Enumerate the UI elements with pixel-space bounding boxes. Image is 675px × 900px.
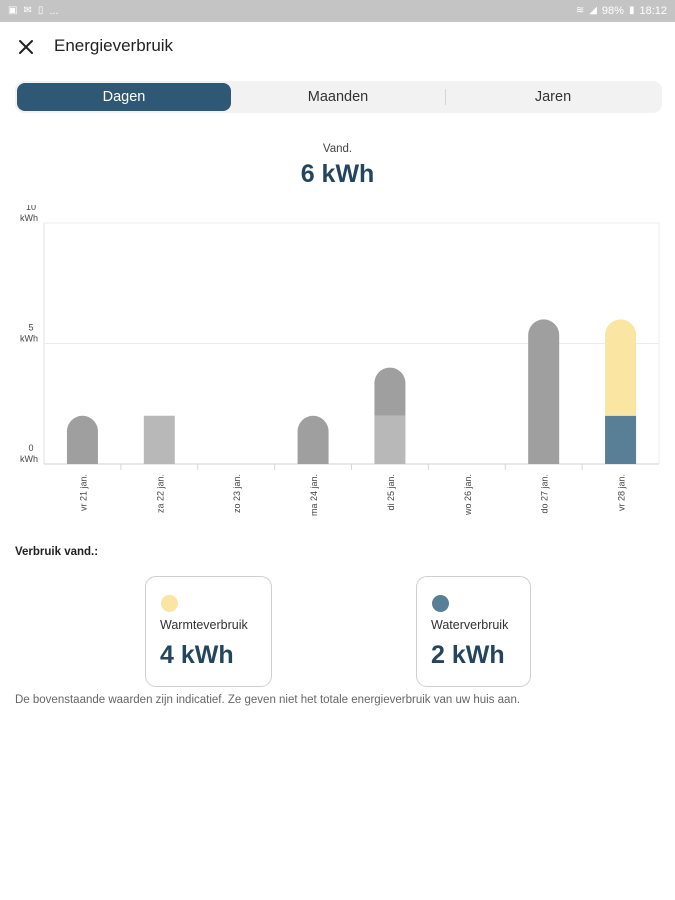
summary-label: Vand. (322, 143, 353, 155)
x-tick-label: di 25 jan. (386, 474, 396, 511)
warmth-usage-value: 4 kWh (160, 641, 234, 669)
bar-segment-base (143, 415, 175, 464)
bar-segment-top (374, 367, 406, 416)
period-tabs: Dagen Maanden Jaren (15, 81, 662, 113)
signal-icon: ◢ (589, 5, 597, 16)
clock: 18:12 (639, 4, 667, 17)
clipboard-icon: ▯ (37, 5, 44, 16)
x-tick-label: vr 21 jan. (78, 474, 88, 511)
y-tick-unit: kWh (20, 334, 38, 344)
battery-icon: ▮ (628, 5, 635, 16)
close-icon (19, 40, 33, 54)
water-usage-label: Waterverbruik (431, 618, 509, 632)
x-tick-label: do 27 jan. (540, 474, 550, 514)
status-bar: ▣ ✉ ▯ ... ≋ ◢ 98% ▮ 18:12 (0, 0, 675, 22)
wifi-icon: ≋ (575, 5, 585, 16)
warmth-usage-card: Warmteverbruik 4 kWh (145, 576, 272, 687)
x-tick-label: vr 28 jan. (617, 474, 627, 511)
warmth-usage-label: Warmteverbruik (160, 618, 248, 632)
app-bar: Energieverbruik (0, 22, 675, 72)
y-tick-unit: kWh (20, 213, 38, 223)
y-tick-label: 0 (28, 443, 33, 453)
water-legend-dot (432, 595, 449, 612)
notification-icon: ▣ (8, 5, 18, 16)
tab-dagen[interactable]: Dagen (17, 83, 231, 111)
battery-percentage: 98% (601, 4, 624, 17)
disclaimer-text: De bovenstaande waarden zijn indicatief.… (15, 694, 521, 706)
y-tick-label: 5 (28, 323, 33, 333)
bar-segment-top (605, 319, 637, 416)
bar-segment-base (374, 415, 406, 464)
water-usage-value: 2 kWh (431, 641, 505, 669)
bar-segment-base (605, 415, 637, 464)
x-tick-label: zo 23 jan. (232, 474, 242, 513)
tab-jaren[interactable]: Jaren (534, 89, 572, 105)
x-tick-label: ma 24 jan. (309, 474, 319, 516)
x-tick-label: za 22 jan. (155, 474, 165, 513)
breakdown-title: Verbruik vand.: (15, 546, 99, 558)
water-usage-card: Waterverbruik 2 kWh (416, 576, 531, 687)
warmth-legend-dot (161, 595, 178, 612)
x-tick-label: wo 26 jan. (463, 474, 473, 516)
bar-segment-top (528, 319, 560, 464)
close-button[interactable] (14, 35, 38, 59)
y-tick-unit: kWh (20, 454, 38, 464)
mail-icon: ✉ (23, 5, 32, 16)
bar-segment-base (297, 415, 329, 464)
status-more: ... (49, 4, 59, 17)
bar-segment-base (66, 415, 98, 464)
tab-maanden[interactable]: Maanden (307, 89, 369, 105)
tab-divider (445, 89, 446, 105)
page-title: Energieverbruik (54, 36, 174, 55)
summary-value: 6 kWh (300, 160, 375, 188)
y-tick-label: 10 (26, 205, 36, 212)
